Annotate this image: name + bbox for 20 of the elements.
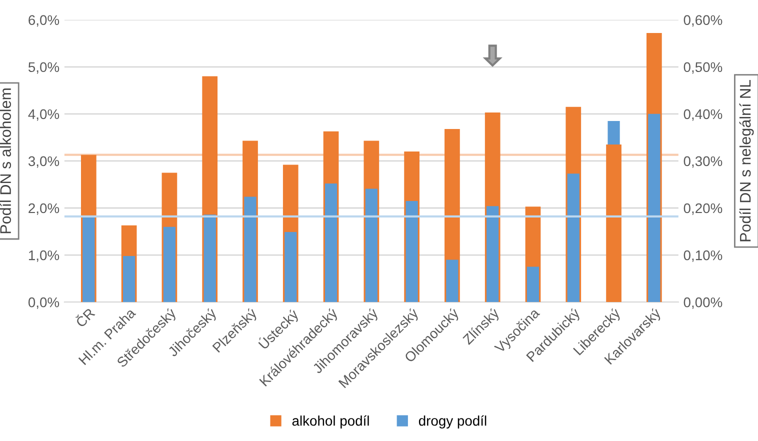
x-tick-label: ČR	[74, 306, 96, 328]
y-tick-label: 5,0%	[28, 62, 60, 74]
y2-tick-label: 0,50%	[684, 62, 722, 74]
y2-tick-label: 0,20%	[684, 203, 722, 215]
legend-label: drogy podíl	[418, 415, 486, 428]
y2-axis-title: Podíl DN s nelegální NL	[739, 80, 754, 242]
y-tick-label: 3,0%	[28, 156, 60, 168]
y2-tick-label: 0,60%	[684, 15, 722, 27]
y-tick-label: 0,0%	[28, 297, 60, 309]
y2-tick-label: 0,40%	[684, 109, 722, 121]
y-tick-label: 2,0%	[28, 203, 60, 215]
y2-tick-label: 0,30%	[684, 156, 722, 168]
y-tick-label: 1,0%	[28, 250, 60, 262]
y-axis-title: Podíl DN s alkoholem	[0, 88, 12, 234]
legend-label: alkohol podíl	[292, 415, 369, 428]
y2-tick-label: 0,00%	[684, 297, 722, 309]
y-tick-label: 4,0%	[28, 109, 60, 121]
y2-tick-label: 0,10%	[684, 250, 722, 262]
bar	[446, 260, 458, 302]
y-tick-label: 6,0%	[28, 15, 60, 27]
